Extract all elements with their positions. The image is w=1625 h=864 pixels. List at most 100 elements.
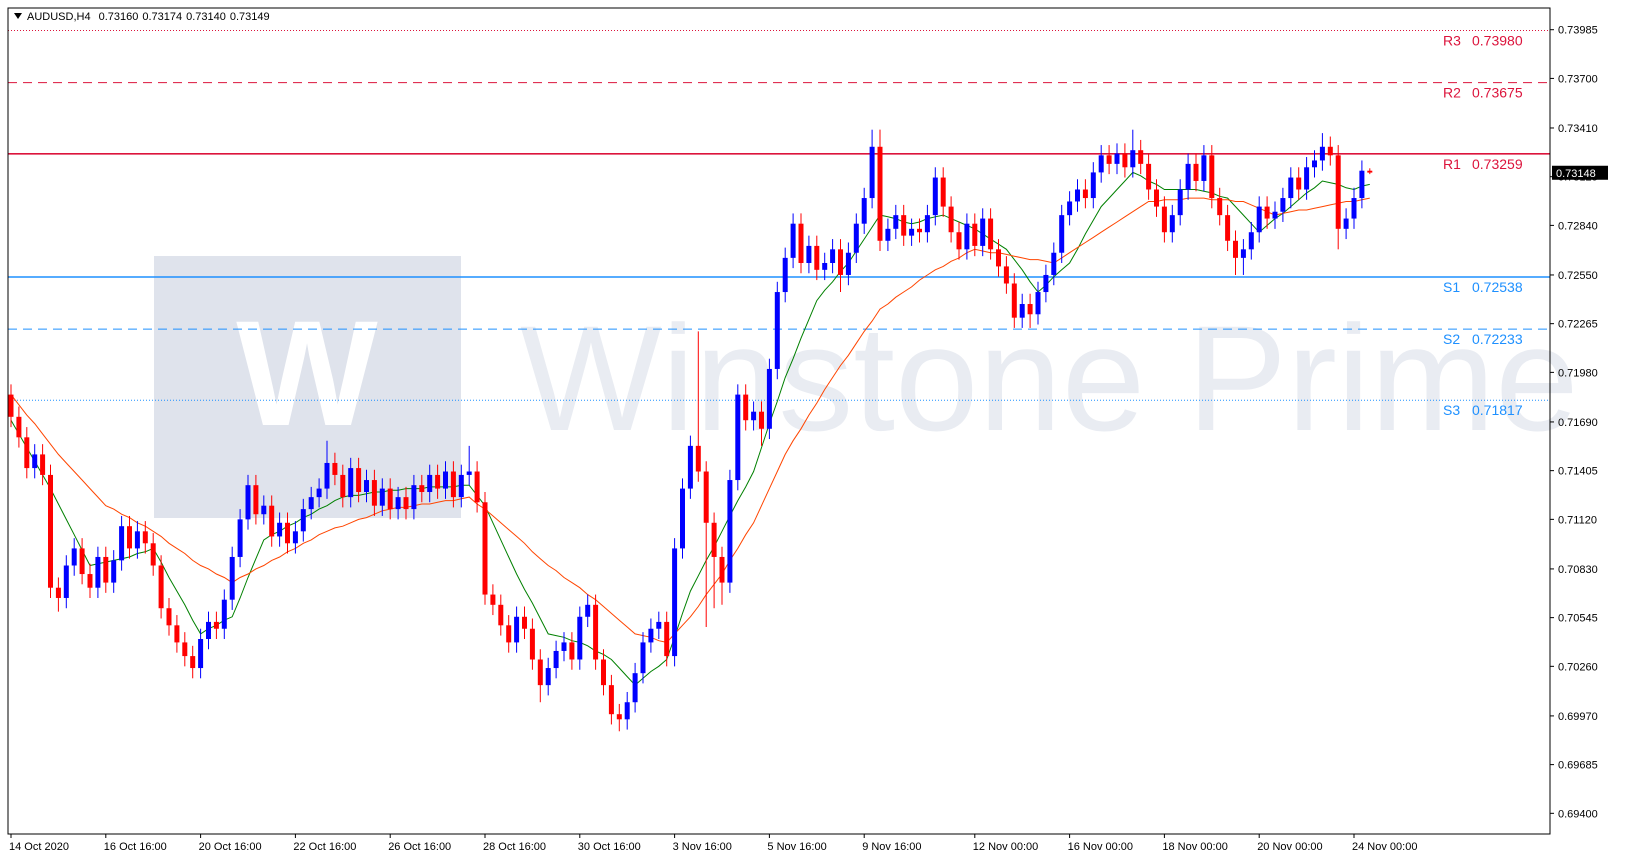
candle-body bbox=[861, 198, 867, 224]
x-tick-label: 16 Oct 16:00 bbox=[104, 841, 167, 853]
candle-body bbox=[411, 485, 417, 510]
candle-body bbox=[308, 497, 314, 510]
y-tick-label: 0.72265 bbox=[1558, 319, 1598, 331]
candle-body bbox=[1082, 189, 1088, 199]
candle-body bbox=[1193, 163, 1199, 181]
x-tick-label: 18 Nov 00:00 bbox=[1162, 841, 1227, 853]
pivot-value: 0.71817 bbox=[1472, 402, 1523, 418]
candle-body bbox=[972, 223, 978, 246]
candle-body bbox=[664, 621, 670, 657]
x-tick-label: 30 Oct 16:00 bbox=[578, 841, 641, 853]
candle-body bbox=[1043, 274, 1049, 293]
candle-body bbox=[656, 621, 662, 629]
candle-body bbox=[1090, 172, 1096, 199]
candle-body bbox=[1304, 167, 1310, 190]
candle-body bbox=[498, 604, 504, 626]
candle-body bbox=[419, 485, 425, 493]
candle-body bbox=[853, 223, 859, 253]
candle-body bbox=[672, 548, 678, 657]
candle-body bbox=[371, 480, 377, 506]
candle-body bbox=[403, 497, 409, 510]
candle-body bbox=[1106, 155, 1112, 164]
candle-body bbox=[687, 445, 693, 489]
candle-body bbox=[150, 543, 156, 566]
candle-body bbox=[806, 245, 812, 263]
candle-body bbox=[932, 177, 938, 216]
candle-body bbox=[1051, 252, 1057, 275]
candle-body bbox=[885, 228, 891, 241]
candle-body bbox=[1225, 215, 1231, 241]
candle-body bbox=[63, 565, 69, 598]
candle-body bbox=[55, 587, 61, 598]
candle-body bbox=[798, 223, 804, 263]
symbol: AUDUSD,H4 bbox=[27, 11, 91, 23]
candle-body bbox=[1367, 170, 1373, 173]
candle-body bbox=[356, 468, 362, 493]
candle-body bbox=[261, 505, 267, 515]
candle-body bbox=[379, 488, 385, 506]
candle-body bbox=[1185, 163, 1191, 190]
ohlc-close: 0.73149 bbox=[230, 11, 270, 23]
x-tick-label: 9 Nov 16:00 bbox=[862, 841, 921, 853]
candle-body bbox=[16, 416, 22, 438]
candle-body bbox=[845, 252, 851, 275]
ohlc-low: 0.73140 bbox=[186, 11, 226, 23]
candle-body bbox=[458, 474, 464, 498]
candle-body bbox=[703, 471, 709, 523]
candle-body bbox=[111, 560, 117, 583]
candle-body bbox=[1248, 232, 1254, 250]
pivot-name: R3 bbox=[1443, 33, 1461, 49]
y-tick-label: 0.73700 bbox=[1558, 73, 1598, 85]
menu-triangle[interactable] bbox=[14, 13, 22, 19]
candle-body bbox=[735, 394, 741, 481]
candle-body bbox=[229, 556, 235, 600]
candle-body bbox=[1019, 304, 1025, 318]
candle-body bbox=[1027, 304, 1033, 315]
candle-body bbox=[1161, 206, 1167, 233]
candle-body bbox=[40, 454, 46, 475]
candle-body bbox=[537, 659, 543, 686]
candle-body bbox=[245, 485, 251, 520]
candle-body bbox=[585, 604, 591, 617]
candle-body bbox=[103, 556, 109, 583]
candle-body bbox=[277, 522, 283, 537]
candle-body bbox=[427, 474, 433, 493]
candle-body bbox=[1114, 153, 1120, 164]
candle-body bbox=[292, 531, 298, 544]
candle-body bbox=[924, 215, 930, 233]
candle-body bbox=[340, 474, 346, 498]
candle-body bbox=[1011, 283, 1017, 318]
candle-body bbox=[253, 485, 259, 515]
candle-body bbox=[869, 146, 875, 199]
y-tick-label: 0.69400 bbox=[1558, 808, 1598, 820]
candle-body bbox=[300, 509, 306, 532]
candle-body bbox=[348, 468, 354, 498]
x-tick-label: 28 Oct 16:00 bbox=[483, 841, 546, 853]
candle-body bbox=[206, 621, 211, 639]
candle-body bbox=[727, 480, 733, 583]
candle-body bbox=[830, 249, 836, 263]
x-tick-label: 3 Nov 16:00 bbox=[673, 841, 732, 853]
candle-body bbox=[1312, 160, 1317, 168]
candle-body bbox=[743, 394, 749, 421]
candle-body bbox=[782, 257, 788, 293]
candle-body bbox=[1296, 177, 1302, 190]
candle-body bbox=[450, 471, 456, 498]
candle-body bbox=[324, 462, 330, 489]
candle-body bbox=[790, 223, 796, 258]
candle-body bbox=[174, 625, 180, 643]
candle-body bbox=[988, 218, 994, 250]
pivot-value: 0.73259 bbox=[1472, 156, 1523, 172]
y-tick-label: 0.73410 bbox=[1558, 123, 1598, 135]
candle-body bbox=[901, 215, 907, 236]
candle-body bbox=[1335, 155, 1341, 229]
candle-body bbox=[980, 218, 986, 246]
candle-body bbox=[1233, 240, 1238, 258]
candle-body bbox=[166, 608, 172, 626]
candle-body bbox=[474, 471, 480, 503]
candle-body bbox=[1272, 211, 1278, 219]
candle-body bbox=[158, 565, 164, 609]
y-tick-label: 0.72550 bbox=[1558, 270, 1598, 282]
candle-body bbox=[435, 474, 441, 489]
